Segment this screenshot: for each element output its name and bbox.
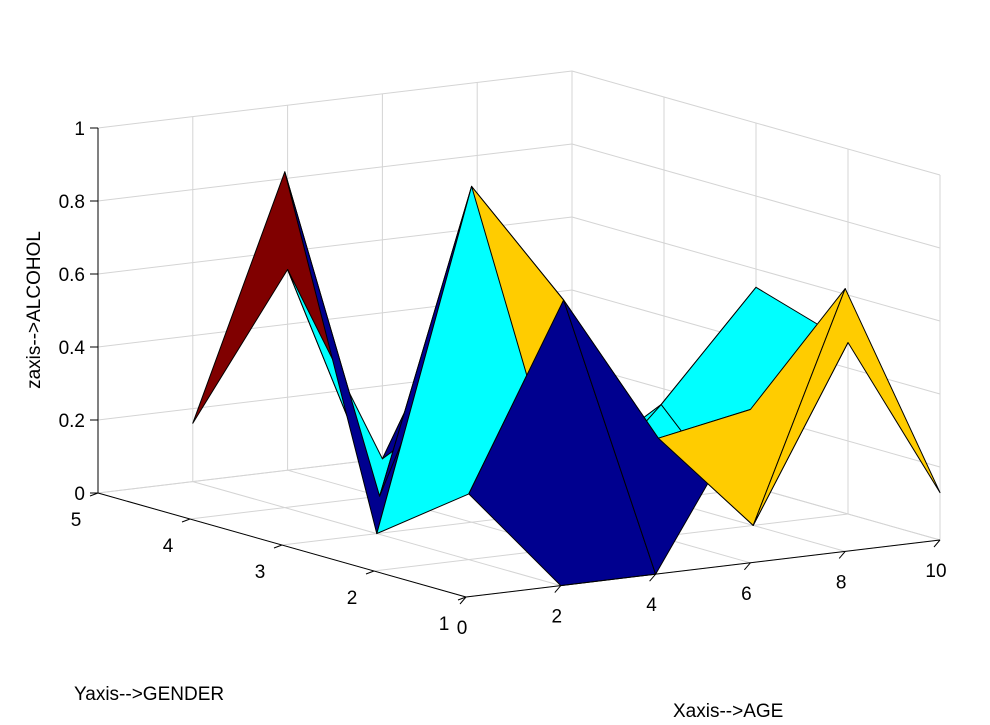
surface-patch <box>192 171 381 497</box>
x-tick <box>554 585 562 593</box>
grid-line <box>571 216 941 322</box>
grid-line <box>571 70 941 176</box>
y-tick <box>365 570 375 575</box>
z-tick-label: 0.8 <box>59 192 85 213</box>
y-axis-label: Yaxis-->GENDER <box>74 684 224 705</box>
surface-patch <box>752 288 941 526</box>
z-tick-label: 0.6 <box>59 265 85 286</box>
x-tick <box>933 539 941 548</box>
x-tick-label: 4 <box>646 595 657 616</box>
grid-line <box>571 143 941 249</box>
y-tick <box>273 544 283 549</box>
x-tick <box>838 551 846 559</box>
z-tick-label: 0.4 <box>59 338 86 359</box>
y-tick-label: 4 <box>163 536 174 557</box>
y-tick-label: 3 <box>255 562 266 583</box>
y-tick-label: 1 <box>439 614 450 635</box>
y-tick <box>181 518 191 523</box>
x-axis-label: Xaxis-->AGE <box>673 701 783 722</box>
x-tick <box>459 596 467 605</box>
y-tick-label: 2 <box>347 588 358 609</box>
y-tick-label: 5 <box>71 510 82 531</box>
grid-line <box>97 143 573 202</box>
y-tick <box>89 492 99 497</box>
surface-layer <box>192 171 941 587</box>
x-tick-label: 8 <box>836 572 847 593</box>
axes-layer <box>89 127 941 605</box>
x-axis-line <box>465 539 941 598</box>
x-tick-label: 2 <box>552 607 563 628</box>
x-tick-label: 6 <box>741 584 752 605</box>
grid-line <box>97 70 573 129</box>
x-tick-label: 10 <box>925 561 946 582</box>
z-tick-label: 0.2 <box>59 411 85 432</box>
y-tick <box>457 596 467 601</box>
z-tick-label: 0 <box>74 484 85 505</box>
x-tick-label: 0 <box>457 618 468 639</box>
z-tick-label: 1 <box>74 119 85 140</box>
x-tick <box>744 562 751 571</box>
x-tick <box>649 573 656 582</box>
z-axis-label: zaxis-->ALCOHOL <box>24 231 45 389</box>
